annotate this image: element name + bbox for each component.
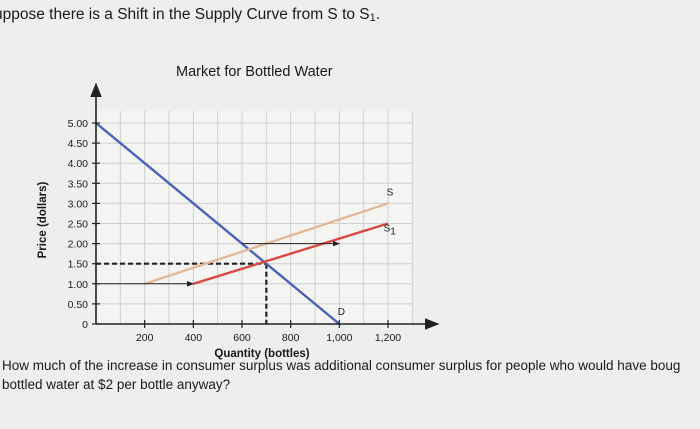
y-tick-label: 4.00 (68, 158, 89, 170)
chart-title: Market for Bottled Water (176, 64, 333, 80)
x-axis-title: Quantity (bottles) (214, 348, 309, 360)
y-tick-label: 2.50 (68, 219, 89, 231)
curve-label-s: S (387, 187, 394, 198)
y-tick-label: 2.00 (68, 239, 89, 251)
y-tick-label: 3.50 (68, 178, 89, 190)
y-tick-label: 5.00 (68, 118, 89, 130)
x-tick-label: 400 (185, 332, 203, 344)
plot-area (96, 110, 413, 324)
y-tick-label: 4.50 (68, 138, 89, 150)
x-tick-label: 800 (282, 332, 300, 344)
y-tick-label: 0 (82, 319, 88, 331)
question-text: How much of the increase in consumer sur… (2, 356, 700, 394)
y-tick-label: 3.00 (68, 198, 89, 210)
question-line-2: bottled water at $2 per bottle anyway? (2, 377, 231, 392)
question-header: uppose there is a Shift in the Supply Cu… (0, 6, 380, 24)
y-tick-label: 0.50 (68, 299, 89, 311)
y-tick-label: 1.50 (68, 259, 89, 271)
series-line-s1 (192, 222, 389, 285)
x-tick-label: 1,000 (326, 332, 352, 344)
question-line-1: How much of the increase in consumer sur… (2, 358, 681, 373)
curve-label-s1: S (384, 224, 391, 235)
x-tick-label: 200 (136, 332, 154, 344)
x-tick-label: 1,200 (375, 332, 401, 344)
y-axis-title: Price (dollars) (37, 181, 49, 258)
question-header-period: . (375, 6, 381, 23)
series-line-d (95, 122, 341, 325)
y-tick-label: 1.00 (68, 279, 89, 291)
curve-label-d: D (338, 307, 345, 318)
question-header-text: uppose there is a Shift in the Supply Cu… (0, 6, 370, 23)
x-tick-label: 600 (233, 332, 251, 344)
question-header-subscript: 1 (369, 12, 376, 24)
curve-label-s1-subscript: 1 (390, 227, 396, 238)
